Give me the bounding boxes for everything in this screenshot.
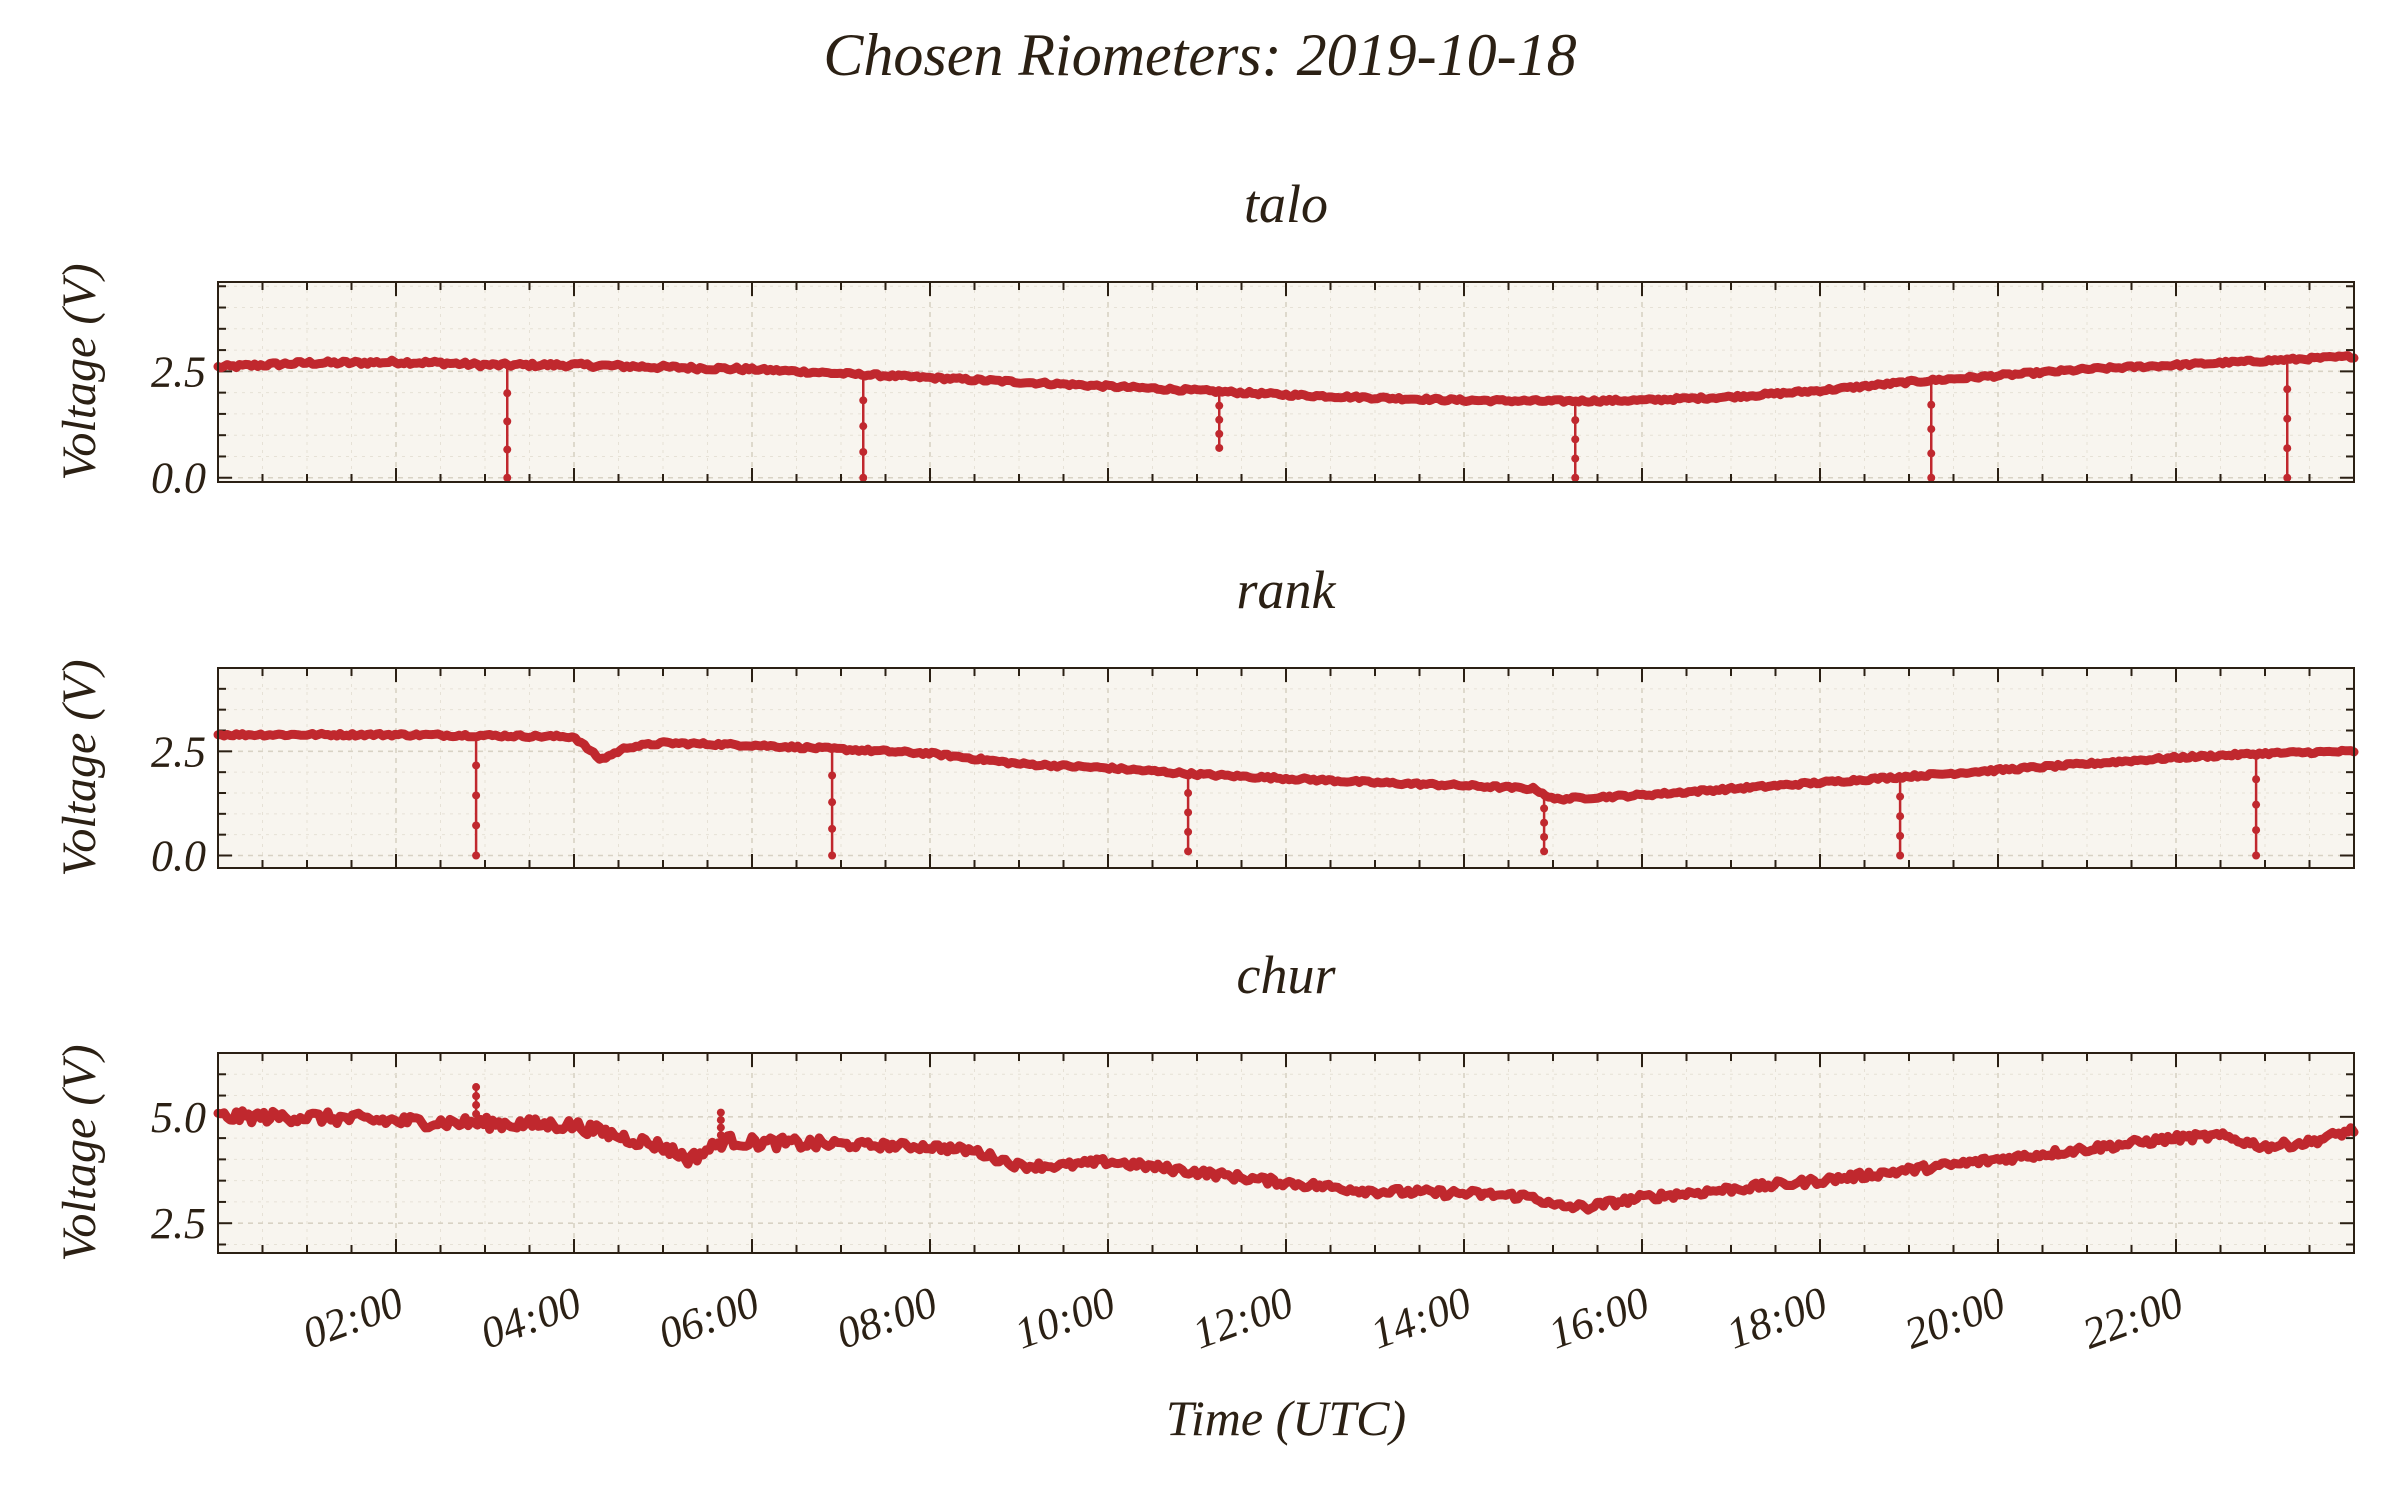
spike-point (472, 1101, 481, 1110)
spike-point (1540, 804, 1549, 813)
spike-point (472, 761, 481, 770)
spike-point (503, 473, 512, 482)
spike-point (1927, 449, 1936, 458)
spike-point (503, 445, 512, 454)
spike-point (472, 1083, 481, 1092)
spike-point (1215, 401, 1224, 410)
y-tick-label: 0.0 (151, 832, 206, 881)
y-tick-label: 0.0 (151, 454, 206, 503)
x-tick-label: 16:00 (1542, 1277, 1655, 1358)
spike-point (1896, 831, 1905, 840)
spike-point (828, 824, 837, 833)
series-chur (213, 1083, 2359, 1215)
spike-point (859, 422, 868, 431)
x-tick-label: 18:00 (1720, 1277, 1833, 1358)
panel-talo: talo Voltage (V) 0.0 2.5 (53, 174, 2359, 503)
spike-point (1184, 808, 1193, 817)
spike-point (472, 1092, 481, 1101)
spike-point (1927, 400, 1936, 409)
spike-point (828, 771, 837, 780)
y-tick-label: 5.0 (151, 1093, 206, 1142)
panel-chur: chur Voltage (V) 2.5 5.0 (53, 945, 2359, 1262)
spike-point (1184, 847, 1193, 856)
spike-point (503, 389, 512, 398)
x-tick-label: 06:00 (652, 1277, 765, 1358)
spike-point (472, 791, 481, 800)
spike-point (2252, 826, 2261, 835)
spike-point (2252, 775, 2261, 784)
spike-point (2283, 385, 2292, 394)
y-axis-label-chur: Voltage (V) (53, 1044, 106, 1261)
spike-point (1896, 851, 1905, 860)
spike-point (1184, 789, 1193, 798)
x-tick-labels: 02:00 04:00 06:00 08:00 10:00 12:00 14:00 16:00… (296, 1277, 2189, 1358)
x-axis-label: Time (UTC) (1166, 1390, 1406, 1446)
x-tick-label: 12:00 (1186, 1277, 1299, 1358)
series-rank (213, 728, 2359, 860)
x-tick-label: 02:00 (296, 1277, 409, 1358)
spike-point (828, 798, 837, 807)
spike-point (1215, 429, 1224, 438)
spike-point (472, 1110, 481, 1119)
axes-frame-talo (217, 281, 2355, 483)
spike-point (1215, 415, 1224, 424)
spike-point (2283, 473, 2292, 482)
spike-point (1571, 473, 1580, 482)
spike-point (1540, 847, 1549, 856)
spike-point (859, 396, 868, 405)
y-tick-label: 2.5 (151, 1199, 206, 1248)
spike-point (472, 821, 481, 830)
spike-point (2283, 444, 2292, 453)
panel-title-talo: talo (1244, 174, 1328, 234)
x-tick-label: 10:00 (1008, 1277, 1121, 1358)
spike-point (716, 1108, 725, 1117)
spike-point (1215, 443, 1224, 452)
spike-point (716, 1131, 725, 1140)
panel-title-chur: chur (1237, 945, 1337, 1005)
series-line (213, 1106, 2359, 1215)
series-talo (213, 351, 2359, 482)
x-tick-label: 08:00 (830, 1277, 943, 1358)
spike-point (1571, 435, 1580, 444)
spike-point (2252, 800, 2261, 809)
series-line (213, 728, 2359, 805)
spike-point (1927, 425, 1936, 434)
spike-point (716, 1123, 725, 1132)
y-axis-label-rank: Voltage (V) (53, 659, 106, 876)
x-tick-label: 04:00 (474, 1277, 587, 1358)
spike-point (1571, 416, 1580, 425)
panel-rank: rank Voltage (V) 0.0 2.5 (53, 560, 2359, 881)
y-tick-label: 2.5 (151, 727, 206, 776)
spike-point (1540, 833, 1549, 842)
series-line (213, 351, 2359, 407)
spike-point (1571, 454, 1580, 463)
figure-title: Chosen Riometers: 2019-10-18 (823, 22, 1576, 88)
spike-point (1896, 812, 1905, 821)
spike-point (716, 1116, 725, 1125)
axes-frame-rank (217, 667, 2355, 869)
spike-point (2252, 851, 2261, 860)
x-tick-label: 22:00 (2076, 1277, 2189, 1358)
spike-point (1540, 818, 1549, 827)
spike-point (1896, 792, 1905, 801)
spike-point (828, 851, 837, 860)
spike-point (503, 417, 512, 426)
y-axis-label-talo: Voltage (V) (53, 263, 106, 480)
spike-point (859, 473, 868, 482)
spike-point (1184, 827, 1193, 836)
y-tick-label: 2.5 (151, 347, 206, 396)
x-tick-label: 14:00 (1364, 1277, 1477, 1358)
spike-point (2283, 414, 2292, 423)
axes-frame-chur (217, 1052, 2355, 1254)
spike-point (859, 447, 868, 456)
spike-point (472, 851, 481, 860)
panel-title-rank: rank (1237, 560, 1337, 620)
spike-point (1927, 473, 1936, 482)
x-tick-label: 20:00 (1898, 1277, 2011, 1358)
